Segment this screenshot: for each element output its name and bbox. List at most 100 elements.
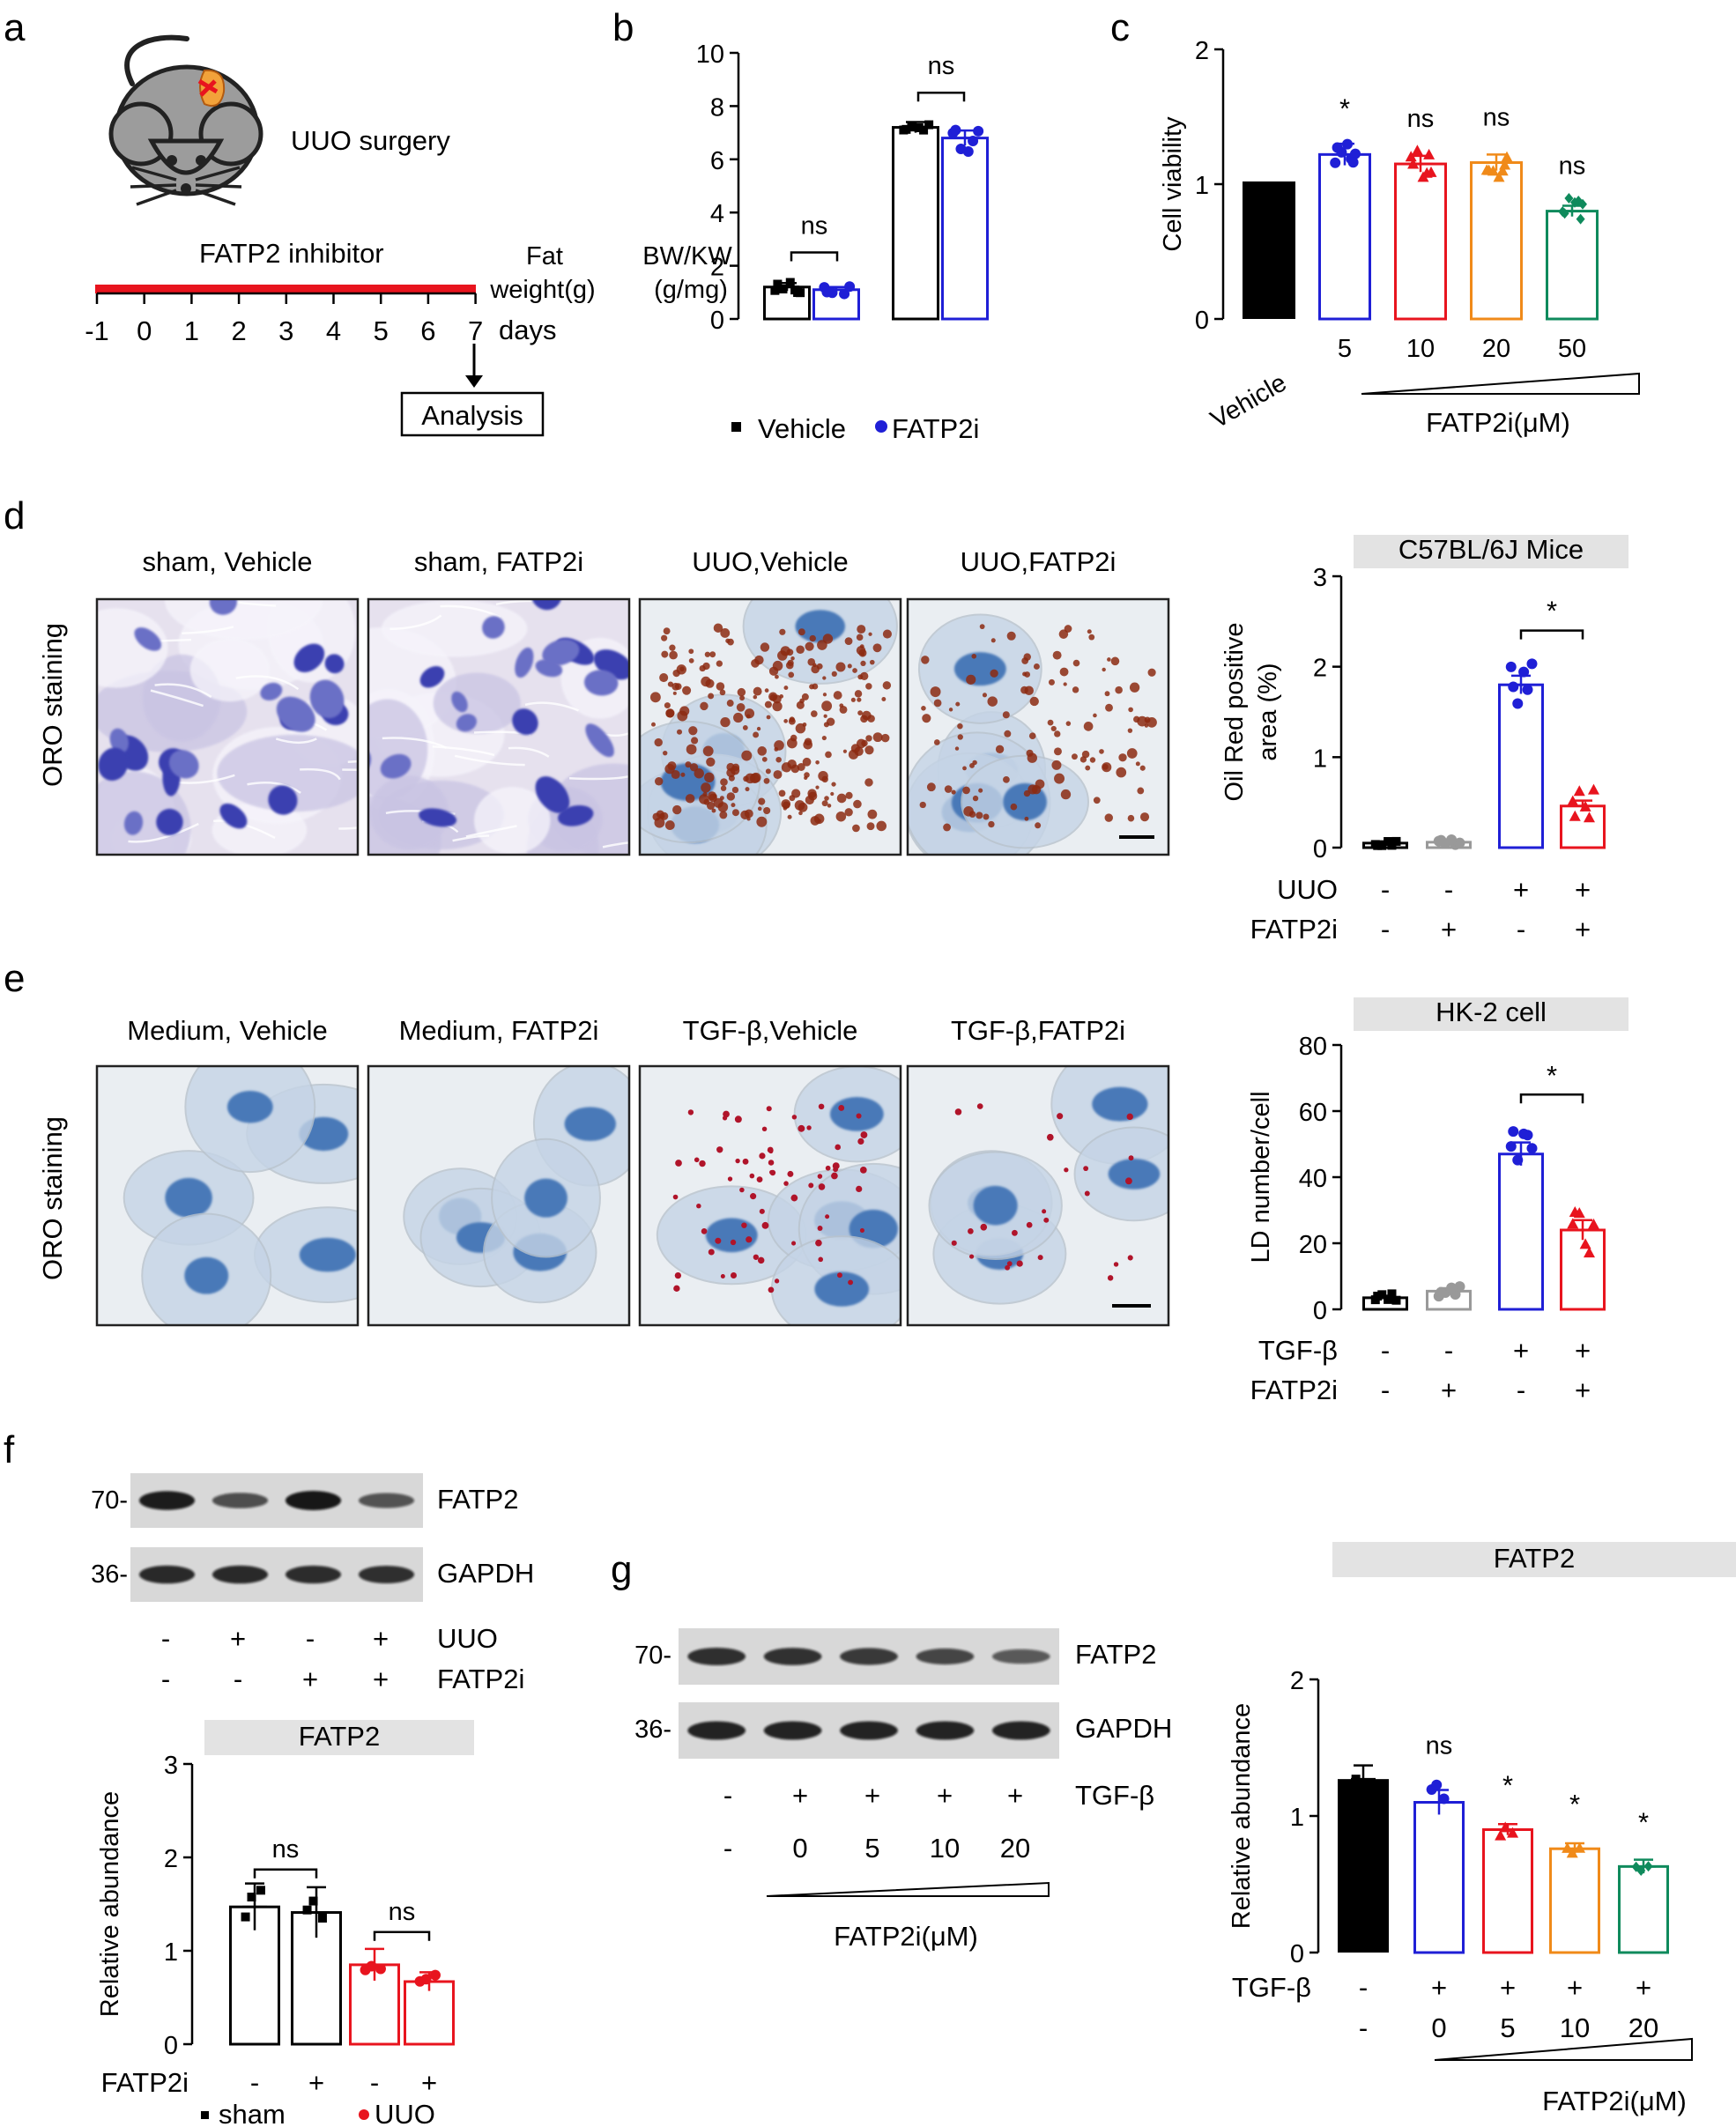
lipid-droplet bbox=[651, 722, 656, 727]
bar bbox=[1394, 162, 1447, 321]
lipid-droplet bbox=[921, 706, 926, 711]
lipid-droplet bbox=[786, 648, 794, 656]
g-blot-dose-wedge bbox=[766, 1881, 1050, 1897]
y-tick-label: 1 bbox=[1313, 745, 1327, 773]
bar bbox=[404, 1980, 455, 2046]
lipid-droplet bbox=[864, 778, 873, 787]
lipid-droplet bbox=[711, 808, 716, 813]
lipid-droplet bbox=[726, 700, 734, 707]
lipid-droplet bbox=[813, 813, 825, 825]
lipid-droplet bbox=[757, 746, 768, 756]
lipid-droplet bbox=[756, 726, 761, 731]
y-tick-label: 2 bbox=[1290, 1667, 1304, 1695]
lipid-droplet bbox=[739, 695, 746, 701]
data-point bbox=[914, 123, 924, 133]
nucleus bbox=[324, 654, 345, 674]
dose-value: 10 bbox=[930, 1833, 960, 1864]
data-point bbox=[1564, 193, 1574, 204]
factor-label: FATP2i bbox=[1250, 914, 1338, 945]
data-point bbox=[1579, 1238, 1591, 1249]
factor-sign: + bbox=[1575, 1335, 1591, 1366]
lipid-droplet bbox=[988, 820, 995, 828]
bar bbox=[1318, 152, 1371, 321]
lipid-droplet bbox=[708, 693, 715, 700]
lipid-droplet bbox=[756, 816, 768, 827]
y-axis-label: Relative abundance bbox=[1228, 1703, 1256, 1929]
lipid-droplet bbox=[789, 716, 795, 723]
lipid-droplet bbox=[766, 715, 771, 720]
lipid-droplet bbox=[1037, 1255, 1043, 1261]
lipid-droplet bbox=[682, 686, 692, 695]
y-tick-label: 1 bbox=[1290, 1804, 1304, 1832]
lipid-droplet bbox=[808, 1182, 814, 1189]
data-point bbox=[1505, 661, 1517, 672]
lipid-droplet bbox=[694, 1157, 700, 1163]
lipid-droplet bbox=[751, 659, 760, 668]
lipid-droplet bbox=[1124, 1177, 1132, 1185]
lipid-droplet bbox=[753, 1254, 760, 1260]
lipid-droplet bbox=[671, 682, 680, 691]
data-point bbox=[844, 281, 856, 293]
lipid-droplet bbox=[769, 1169, 776, 1176]
x-tick-label: 50 bbox=[1558, 335, 1586, 363]
e-image-title: TGF-β,FATP2i bbox=[951, 1015, 1125, 1046]
lipid-droplet bbox=[676, 729, 683, 735]
data-point bbox=[962, 146, 974, 158]
lipid-droplet bbox=[798, 1124, 805, 1132]
lipid-droplet bbox=[954, 746, 960, 751]
lipid-droplet bbox=[659, 673, 669, 683]
lipid-droplet bbox=[1137, 715, 1148, 727]
lipid-droplet bbox=[694, 768, 704, 779]
data-point bbox=[1330, 157, 1341, 168]
lipid-droplet bbox=[1052, 650, 1062, 660]
tissue-fiber bbox=[452, 834, 490, 842]
lipid-droplet bbox=[818, 770, 828, 782]
panel-label-b: b bbox=[612, 6, 634, 49]
factor-label: TGF-β bbox=[1232, 1972, 1311, 2003]
y-tick-label: 20 bbox=[1299, 1231, 1327, 1259]
d-image-title: sham, Vehicle bbox=[143, 546, 313, 577]
micrograph-frame bbox=[367, 1064, 631, 1327]
factor-sign: + bbox=[1575, 1375, 1591, 1405]
lipid-droplet bbox=[1043, 1217, 1050, 1223]
lipid-droplet bbox=[1072, 686, 1079, 693]
lipid-droplet bbox=[798, 802, 808, 812]
data-point bbox=[1512, 1154, 1524, 1166]
lipid-droplet bbox=[1058, 629, 1069, 639]
lipid-droplet bbox=[969, 763, 975, 768]
bar bbox=[892, 126, 939, 321]
blot-band bbox=[285, 1565, 342, 1584]
days-unit: days bbox=[499, 315, 556, 345]
lipid-droplet bbox=[745, 787, 750, 792]
lipid-droplet bbox=[674, 1271, 682, 1279]
lipid-droplet bbox=[1118, 753, 1127, 762]
lipid-droplet bbox=[779, 628, 786, 635]
lipid-droplet bbox=[775, 756, 782, 763]
data-point bbox=[1411, 145, 1423, 156]
lipid-droplet bbox=[734, 1115, 742, 1123]
nucleus bbox=[583, 670, 619, 696]
lipid-droplet bbox=[825, 1165, 831, 1171]
chart-b: Fat weight(g) BW/KW (g/mg) Vehicle FATP2… bbox=[489, 41, 989, 444]
y-tick-label: 1 bbox=[1195, 172, 1209, 200]
lipid-droplet bbox=[1085, 765, 1091, 771]
lipid-droplet bbox=[860, 660, 866, 667]
lipid-droplet bbox=[702, 745, 714, 757]
factor-sign: + bbox=[421, 2067, 437, 2098]
y-axis-label-2: area (%) bbox=[1254, 663, 1282, 760]
lipid-droplet bbox=[815, 1239, 822, 1247]
lipid-droplet bbox=[686, 744, 697, 755]
lipid-droplet bbox=[1028, 732, 1036, 740]
lipid-droplet bbox=[1072, 659, 1080, 667]
chart-header: FATP2 bbox=[299, 1721, 380, 1752]
cell-nucleus bbox=[1092, 1086, 1148, 1122]
lipid-droplet bbox=[818, 1256, 824, 1263]
tissue-region bbox=[474, 787, 551, 855]
lipid-droplet bbox=[850, 697, 856, 702]
lipid-droplet bbox=[1026, 1221, 1033, 1228]
significance-label: * bbox=[1638, 1806, 1649, 1837]
micrograph-frame bbox=[95, 1064, 360, 1327]
data-point bbox=[1446, 1282, 1458, 1293]
chart-header: HK-2 cell bbox=[1436, 997, 1547, 1027]
lipid-droplet bbox=[1128, 707, 1133, 713]
